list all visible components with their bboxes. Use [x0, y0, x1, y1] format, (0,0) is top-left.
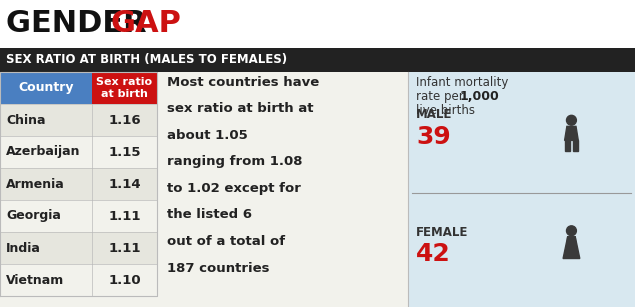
Text: Infant mortality: Infant mortality	[416, 76, 509, 89]
Text: the listed 6: the listed 6	[167, 208, 252, 221]
Text: 1.14: 1.14	[108, 177, 141, 191]
Polygon shape	[565, 140, 570, 151]
Text: rate per: rate per	[416, 90, 467, 103]
Polygon shape	[563, 237, 580, 258]
Text: Most countries have: Most countries have	[167, 76, 319, 89]
Text: about 1.05: about 1.05	[167, 129, 248, 142]
Circle shape	[566, 115, 577, 125]
Text: to 1.02 except for: to 1.02 except for	[167, 182, 301, 195]
Text: 1.15: 1.15	[108, 146, 141, 158]
Text: SEX RATIO AT BIRTH (MALES TO FEMALES): SEX RATIO AT BIRTH (MALES TO FEMALES)	[6, 53, 287, 67]
Text: 1.11: 1.11	[108, 242, 141, 255]
Text: out of a total of: out of a total of	[167, 235, 285, 248]
Polygon shape	[565, 126, 578, 140]
FancyBboxPatch shape	[0, 72, 92, 104]
Text: Country: Country	[18, 81, 74, 95]
Text: 1,000: 1,000	[460, 90, 500, 103]
Text: 42: 42	[416, 242, 451, 266]
Text: Azerbaijan: Azerbaijan	[6, 146, 81, 158]
Text: 1.10: 1.10	[108, 274, 141, 286]
Text: 39: 39	[416, 125, 451, 149]
Polygon shape	[567, 237, 576, 247]
Text: FEMALE: FEMALE	[416, 226, 469, 239]
Text: Armenia: Armenia	[6, 177, 65, 191]
FancyBboxPatch shape	[0, 48, 635, 72]
Text: Sex ratio
at birth: Sex ratio at birth	[97, 77, 152, 99]
Text: sex ratio at birth at: sex ratio at birth at	[167, 103, 314, 115]
Text: Georgia: Georgia	[6, 209, 61, 223]
FancyBboxPatch shape	[0, 232, 157, 264]
Text: GENDER: GENDER	[6, 10, 157, 38]
FancyBboxPatch shape	[0, 168, 157, 200]
Text: 1.11: 1.11	[108, 209, 141, 223]
FancyBboxPatch shape	[0, 136, 157, 168]
FancyBboxPatch shape	[0, 0, 635, 48]
Text: China: China	[6, 114, 46, 126]
Text: 1.16: 1.16	[108, 114, 141, 126]
FancyBboxPatch shape	[92, 72, 157, 104]
Text: live births: live births	[416, 104, 475, 117]
Polygon shape	[573, 140, 578, 151]
Text: 187 countries: 187 countries	[167, 262, 269, 274]
FancyBboxPatch shape	[408, 72, 635, 307]
Text: ranging from 1.08: ranging from 1.08	[167, 156, 302, 169]
Text: GAP: GAP	[111, 10, 182, 38]
Circle shape	[566, 226, 577, 236]
Text: India: India	[6, 242, 41, 255]
Text: Vietnam: Vietnam	[6, 274, 64, 286]
Text: MALE: MALE	[416, 108, 452, 121]
FancyBboxPatch shape	[0, 264, 157, 296]
FancyBboxPatch shape	[0, 200, 157, 232]
FancyBboxPatch shape	[0, 104, 157, 136]
